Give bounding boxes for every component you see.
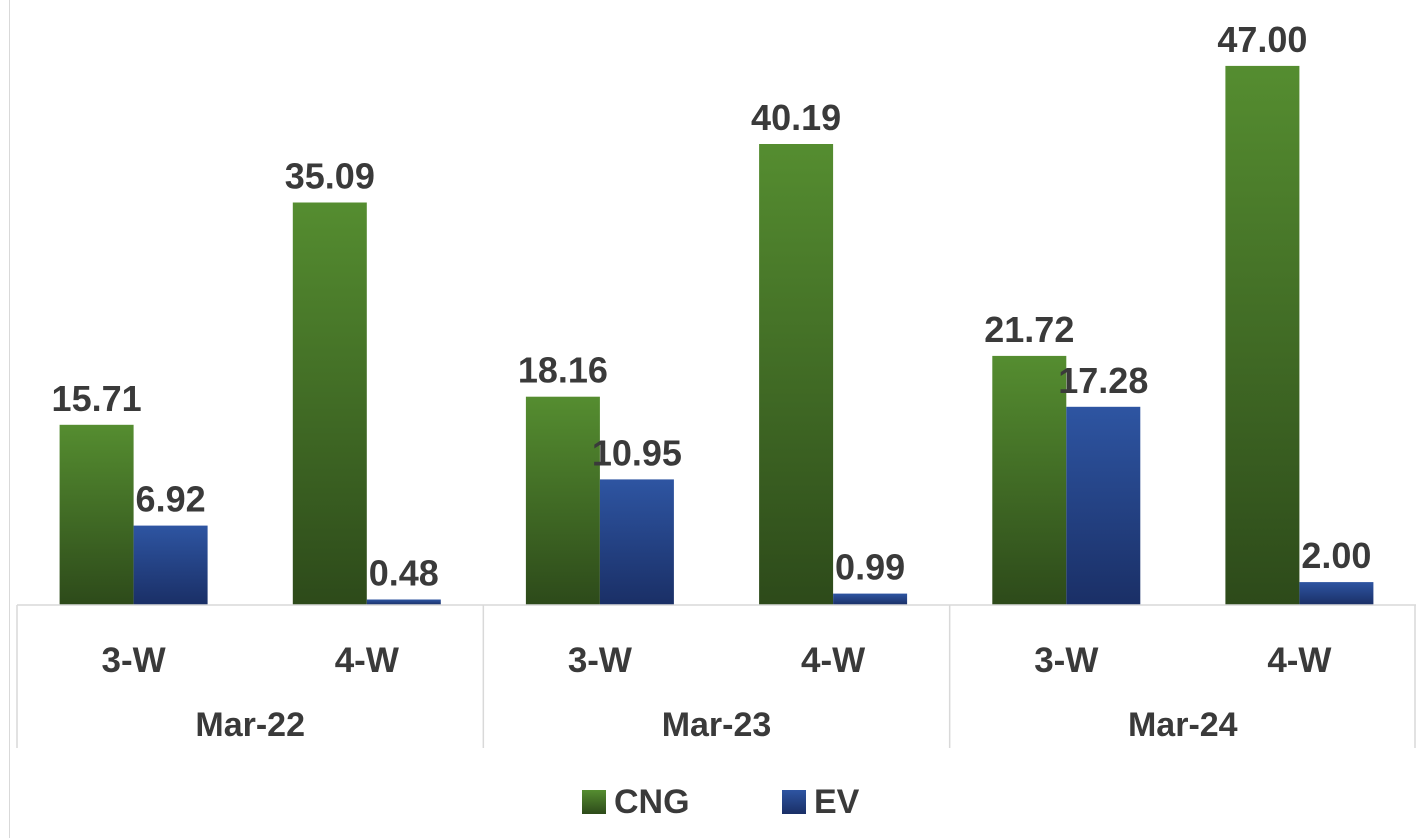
legend-swatch-cng [582,790,606,814]
legend: CNG EV [582,783,860,821]
category-tick-label-3: 4-W [801,641,865,680]
group-label-2: Mar-24 [1128,706,1238,744]
legend-label-cng: CNG [614,783,690,821]
data-label-ev-5: 2.00 [1301,535,1371,576]
bar-cng-4 [992,355,1067,605]
data-label-cng-4: 21.72 [984,309,1074,350]
category-tick-label-5: 4-W [1267,641,1331,680]
bar-cng-1 [292,202,367,605]
bar-cng-0 [59,424,134,605]
data-label-ev-1: 0.48 [369,553,439,594]
category-tick-label-2: 3-W [568,641,632,680]
bar-cng-3 [759,144,834,605]
data-label-cng-3: 40.19 [751,97,841,138]
data-label-ev-3: 0.99 [835,547,905,588]
bar-ev-0 [133,525,208,605]
bar-ev-5 [1299,582,1374,605]
data-label-ev-0: 6.92 [136,479,206,520]
legend-swatch-ev [782,790,806,814]
category-tick-label-1: 4-W [335,641,399,680]
bar-ev-2 [599,479,674,605]
data-label-cng-1: 35.09 [285,156,375,197]
chart-left-border [9,0,10,838]
bar-ev-1 [366,599,441,605]
bars-layer [59,65,1374,605]
group-label-0: Mar-22 [195,706,305,744]
bar-ev-3 [833,593,908,605]
legend-label-ev: EV [814,783,860,821]
bar-ev-4 [1066,406,1141,605]
bar-cng-2 [525,396,600,605]
data-label-cng-5: 47.00 [1217,19,1307,60]
category-tick-label-0: 3-W [102,641,166,680]
category-axis: 3-W 4-W 3-W 4-W 3-W 4-W Mar-22 Mar-23 Mar-24 [16,604,1416,748]
data-label-ev-2: 10.95 [592,432,682,473]
data-labels-layer: 15.71 6.92 35.09 0.48 18.16 10.95 40.19 0.99 21.… [52,19,1372,594]
bar-cng-5 [1225,65,1300,605]
group-label-1: Mar-23 [662,706,772,744]
data-label-ev-4: 17.28 [1058,360,1148,401]
category-tick-label-4: 3-W [1034,641,1098,680]
data-label-cng-2: 18.16 [518,350,608,391]
data-label-cng-0: 15.71 [52,378,142,419]
